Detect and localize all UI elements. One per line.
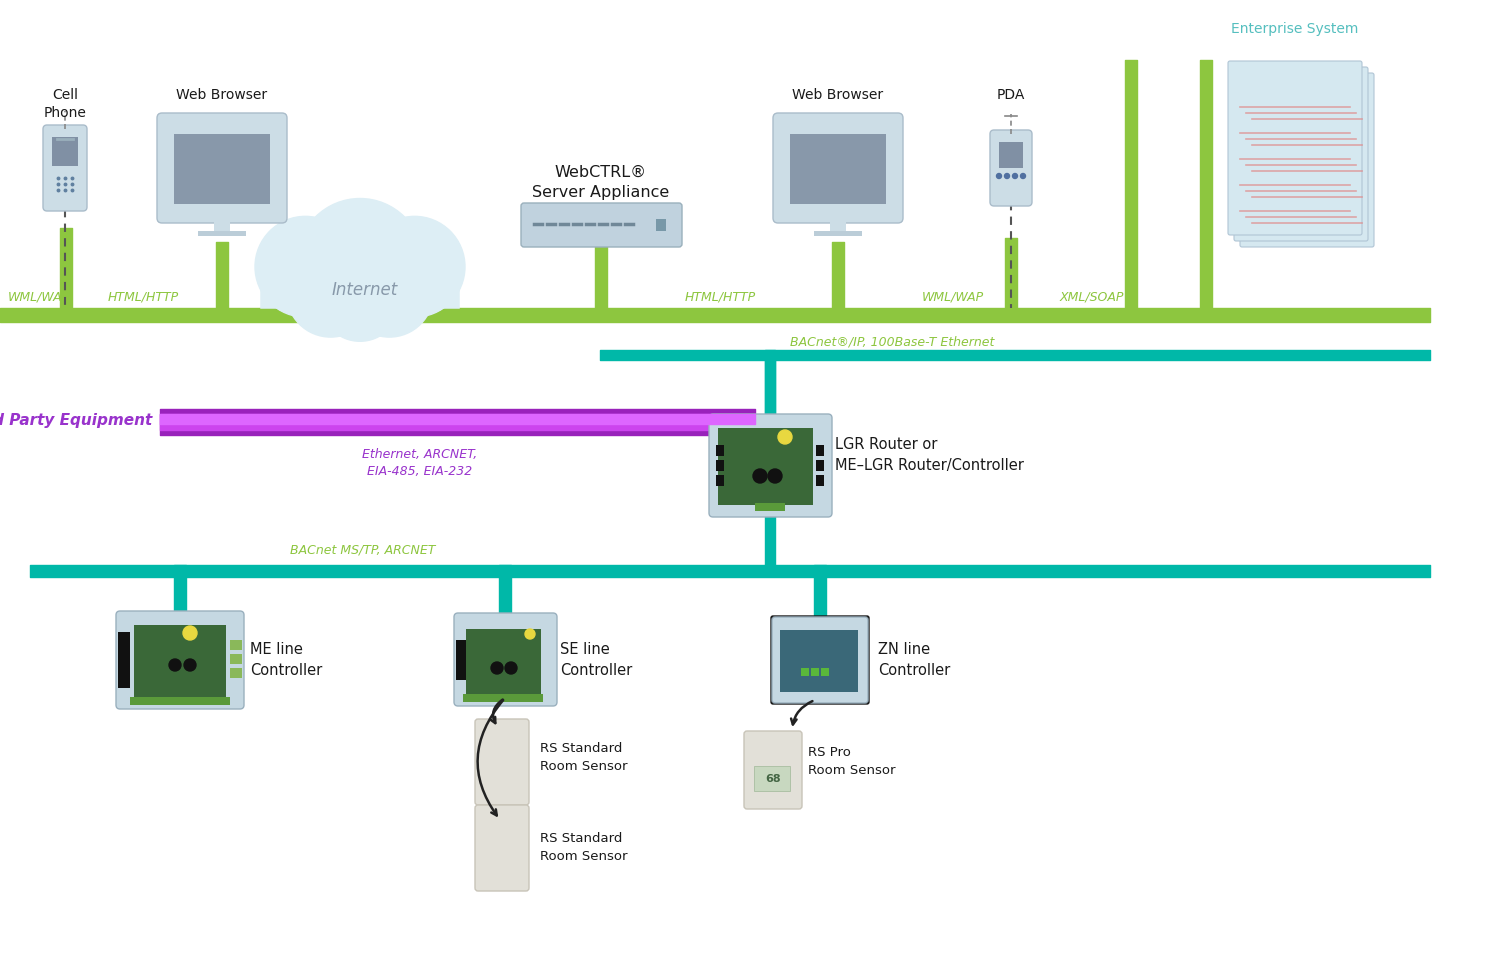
Circle shape <box>768 469 782 483</box>
FancyBboxPatch shape <box>261 251 459 308</box>
Circle shape <box>490 662 502 674</box>
Text: WML/WAP: WML/WAP <box>8 290 70 304</box>
Bar <box>53 137 78 166</box>
Text: Cell
Phone: Cell Phone <box>44 88 87 120</box>
Bar <box>134 625 226 697</box>
Circle shape <box>753 469 766 483</box>
Text: BACnet MS/TP, ARCNET: BACnet MS/TP, ARCNET <box>290 544 435 556</box>
FancyBboxPatch shape <box>744 731 802 809</box>
Circle shape <box>345 249 433 337</box>
Text: RS Standard
Room Sensor: RS Standard Room Sensor <box>540 833 627 864</box>
Text: XML/SOAP: XML/SOAP <box>1060 290 1125 304</box>
Circle shape <box>506 662 518 674</box>
Bar <box>816 460 824 471</box>
Bar <box>718 428 813 505</box>
Text: WML/WAP: WML/WAP <box>922 290 984 304</box>
Circle shape <box>525 629 536 639</box>
Circle shape <box>297 199 423 325</box>
Circle shape <box>255 216 356 317</box>
Bar <box>118 632 130 688</box>
Bar <box>821 668 830 676</box>
Bar <box>230 640 242 650</box>
Text: Ethernet, ARCNET,
EIA-485, EIA-232: Ethernet, ARCNET, EIA-485, EIA-232 <box>363 448 477 478</box>
Text: SE line
Controller: SE line Controller <box>560 642 633 678</box>
FancyBboxPatch shape <box>772 113 903 223</box>
Bar <box>716 475 724 486</box>
Bar <box>816 475 824 486</box>
FancyBboxPatch shape <box>454 613 556 706</box>
FancyBboxPatch shape <box>476 805 530 891</box>
FancyBboxPatch shape <box>990 130 1032 206</box>
Bar <box>754 503 784 511</box>
Bar <box>230 668 242 678</box>
Text: LGR Router or
ME–LGR Router/Controller: LGR Router or ME–LGR Router/Controller <box>836 437 1024 473</box>
FancyBboxPatch shape <box>1240 73 1374 247</box>
Bar <box>780 630 858 692</box>
Bar <box>464 694 543 702</box>
Bar <box>816 445 824 456</box>
FancyBboxPatch shape <box>158 113 286 223</box>
FancyBboxPatch shape <box>710 414 833 517</box>
Bar <box>754 766 790 791</box>
Bar <box>812 668 819 676</box>
FancyBboxPatch shape <box>771 616 868 704</box>
Bar <box>716 445 724 456</box>
Text: Web Browser: Web Browser <box>792 88 883 102</box>
Circle shape <box>1020 174 1026 178</box>
Text: Internet: Internet <box>332 281 398 299</box>
Circle shape <box>184 659 196 671</box>
Text: RS Pro
Room Sensor: RS Pro Room Sensor <box>808 746 895 778</box>
FancyBboxPatch shape <box>44 125 87 211</box>
Text: BACnet®/IP, 100Base-T Ethernet: BACnet®/IP, 100Base-T Ethernet <box>790 335 994 349</box>
Bar <box>230 654 242 664</box>
Circle shape <box>1013 174 1017 178</box>
Bar <box>999 142 1023 168</box>
Text: ME line
Controller: ME line Controller <box>251 642 322 678</box>
Text: 68: 68 <box>765 774 782 784</box>
Bar <box>466 629 542 694</box>
Text: HTML/HTTP: HTML/HTTP <box>686 290 756 304</box>
Bar <box>790 134 886 204</box>
Text: Web Browser: Web Browser <box>177 88 267 102</box>
Circle shape <box>364 216 465 317</box>
Bar <box>174 134 270 204</box>
Bar <box>130 697 230 705</box>
Bar <box>801 668 808 676</box>
Bar <box>716 460 724 471</box>
Bar <box>656 219 666 231</box>
Bar <box>214 216 230 234</box>
Circle shape <box>183 626 196 640</box>
Circle shape <box>320 261 400 341</box>
Text: ZN line
Controller: ZN line Controller <box>878 642 951 678</box>
Text: To Third Party Equipment: To Third Party Equipment <box>0 414 152 429</box>
Bar <box>198 231 246 236</box>
FancyBboxPatch shape <box>520 203 682 247</box>
Bar <box>815 231 862 236</box>
FancyBboxPatch shape <box>1228 61 1362 235</box>
Bar <box>830 216 846 234</box>
Text: RS Standard
Room Sensor: RS Standard Room Sensor <box>540 742 627 773</box>
Text: PDA: PDA <box>998 88 1024 102</box>
FancyBboxPatch shape <box>476 719 530 805</box>
Circle shape <box>261 240 333 314</box>
FancyBboxPatch shape <box>772 617 868 703</box>
Circle shape <box>996 174 1002 178</box>
Text: HTML/HTTP: HTML/HTTP <box>108 290 178 304</box>
Bar <box>456 640 466 680</box>
Circle shape <box>387 240 459 314</box>
Circle shape <box>286 249 375 337</box>
FancyBboxPatch shape <box>116 611 244 709</box>
Circle shape <box>170 659 182 671</box>
FancyBboxPatch shape <box>1234 67 1368 241</box>
Text: Enterprise System: Enterprise System <box>1232 22 1359 36</box>
Circle shape <box>1005 174 1010 178</box>
Text: WebCTRL®
Server Appliance: WebCTRL® Server Appliance <box>532 165 669 200</box>
Circle shape <box>778 430 792 444</box>
